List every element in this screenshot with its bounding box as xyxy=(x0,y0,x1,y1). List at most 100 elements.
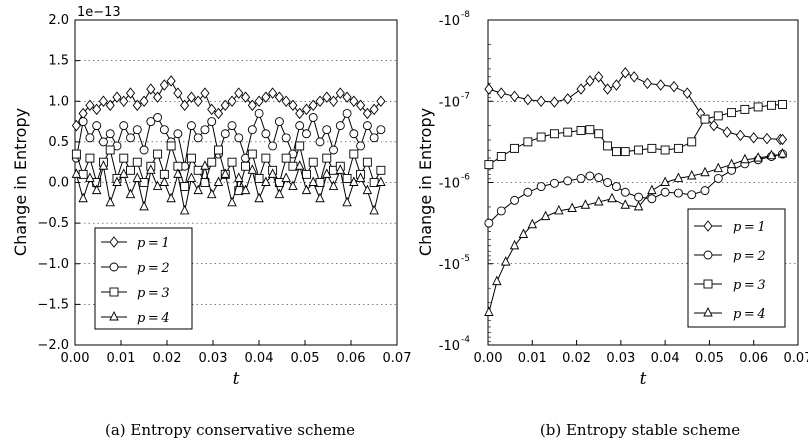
panel-a-series-marker xyxy=(274,117,284,127)
panel-b-series-line xyxy=(488,72,783,140)
panel-b-ytick-label: -10 xyxy=(439,95,460,110)
panel-a-series-marker xyxy=(349,95,359,107)
panel-b-series-marker xyxy=(576,126,586,135)
panel-a-ytick-label: −2.0 xyxy=(37,338,69,353)
panel-a-series-marker xyxy=(261,91,271,103)
panel-a-series-marker xyxy=(267,168,278,178)
panel-b-series-marker xyxy=(540,210,551,221)
panel-b-series-marker xyxy=(727,108,737,118)
panel-a-xtick-label: 0.04 xyxy=(245,351,274,366)
panel-b-series-marker xyxy=(563,176,573,186)
panel-a-series-marker xyxy=(315,192,325,203)
panel-b-series-marker xyxy=(527,218,538,229)
panel-a-series-marker xyxy=(362,107,372,120)
panel-b-series-marker xyxy=(766,100,776,110)
panel-a-legend-label: p = 4 xyxy=(137,311,170,326)
panel-a-series-marker xyxy=(126,133,135,143)
panel-a-series-marker xyxy=(295,121,305,131)
panel-a-series-line xyxy=(75,80,382,126)
panel-a-xtick-label: 0.07 xyxy=(383,351,412,366)
panel-b-ytick-label: -10 xyxy=(439,339,460,354)
panel-a-series-marker xyxy=(240,184,251,195)
panel-b-ytick-label: -10 xyxy=(439,14,460,29)
panel-b-series-marker xyxy=(603,178,613,187)
panel-b-series-marker xyxy=(700,166,710,177)
panel-a-series-marker xyxy=(281,172,291,182)
panel-b-legend-label: p = 4 xyxy=(733,307,766,322)
panel-b-series-marker xyxy=(594,129,604,139)
panel-a-series-marker xyxy=(139,95,149,107)
panel-a-legend-marker xyxy=(109,262,119,272)
panel-a-series-marker xyxy=(105,99,115,112)
panel-a-series-marker xyxy=(335,87,345,99)
panel-a-series-marker xyxy=(328,180,339,191)
panel-a-series-marker xyxy=(268,87,278,99)
panel-a-series-marker xyxy=(349,149,359,159)
panel-b-series-marker xyxy=(634,145,644,155)
panel-b-series-marker xyxy=(709,119,719,132)
panel-b-series-marker xyxy=(496,152,506,161)
panel-b-series-marker xyxy=(536,132,546,142)
panel-a-series-marker xyxy=(98,160,109,170)
panel-a-series-marker xyxy=(152,180,163,191)
panel-a-series-marker xyxy=(294,160,305,170)
panel-a-series-marker xyxy=(342,173,352,183)
panel-b-series-marker xyxy=(713,162,724,173)
panel-b-series-marker xyxy=(620,147,630,157)
panel-b-series-marker xyxy=(611,182,621,192)
panel-a-legend xyxy=(94,227,193,330)
panel-b-series-marker xyxy=(722,126,732,138)
panel-b-series-marker xyxy=(620,67,630,79)
panel-a-series-marker xyxy=(173,129,183,139)
panel-a-series-marker xyxy=(349,129,359,139)
panel-a-series-marker xyxy=(153,149,163,159)
panel-a-series-marker xyxy=(315,95,325,107)
panel-a-series-marker xyxy=(85,153,95,163)
panel-b-xtick-label: 0.05 xyxy=(695,351,724,366)
panel-a-series-marker xyxy=(328,95,339,107)
panel-a-series-marker xyxy=(220,168,230,178)
panel-a-series-marker xyxy=(302,169,311,179)
panel-a-series-marker xyxy=(132,99,142,112)
panel-b-series-marker xyxy=(740,104,750,114)
panel-b-series-marker xyxy=(735,129,746,142)
panel-a-ticks: 2.0 1.5 1.0 0.5 0.0 −0.5 −1.0 −1.5 −2.00.00 0.01 0… xyxy=(37,13,411,366)
panel-a-series-line xyxy=(75,164,382,213)
panel-b-series-marker xyxy=(647,143,657,153)
panel-a-series-marker xyxy=(247,99,257,112)
panel-b-series-marker xyxy=(647,184,657,195)
panel-b-series-marker xyxy=(510,143,520,153)
panel-b-ytick-exponent: -7 xyxy=(461,91,470,101)
panel-a-series-marker xyxy=(376,165,386,175)
panel-b-series-marker xyxy=(594,173,604,183)
panel-a-series-marker xyxy=(98,137,108,147)
panel-a-series-marker xyxy=(112,91,122,103)
panel-b-series-marker xyxy=(496,87,506,99)
panel-b-series-marker xyxy=(633,200,644,211)
panel-a-series-marker xyxy=(308,157,318,167)
panel-a-series-marker xyxy=(153,91,163,103)
panel-b-series-marker xyxy=(484,83,494,95)
panel-b-ylabel: Change in Entropy xyxy=(416,108,435,256)
panel-a-series-marker xyxy=(193,95,203,107)
panel-a-caption: (a) Entropy conservative scheme xyxy=(105,421,355,439)
panel-a-series-marker xyxy=(369,204,379,215)
panel-a-series-marker xyxy=(274,91,284,103)
panel-a-series-marker xyxy=(139,178,149,187)
panel-b-series-marker xyxy=(660,176,670,186)
panel-a-series-marker xyxy=(254,108,264,118)
panel-b-series-marker xyxy=(594,71,604,83)
panel-b-xtick-label: 0.06 xyxy=(739,351,768,366)
panel-b-series-marker xyxy=(753,102,763,112)
panel-a-series-marker xyxy=(254,173,264,183)
panel-a-series-marker xyxy=(146,83,156,95)
panel-a-series-marker xyxy=(132,172,143,182)
panel-a-series-marker xyxy=(85,172,95,182)
panel-b-series-marker xyxy=(686,169,697,180)
panel-b-series-marker xyxy=(700,114,710,124)
panel-b-series-marker xyxy=(673,188,683,198)
panel-a-series-marker xyxy=(186,91,196,103)
panel-a-series-marker xyxy=(71,119,81,132)
